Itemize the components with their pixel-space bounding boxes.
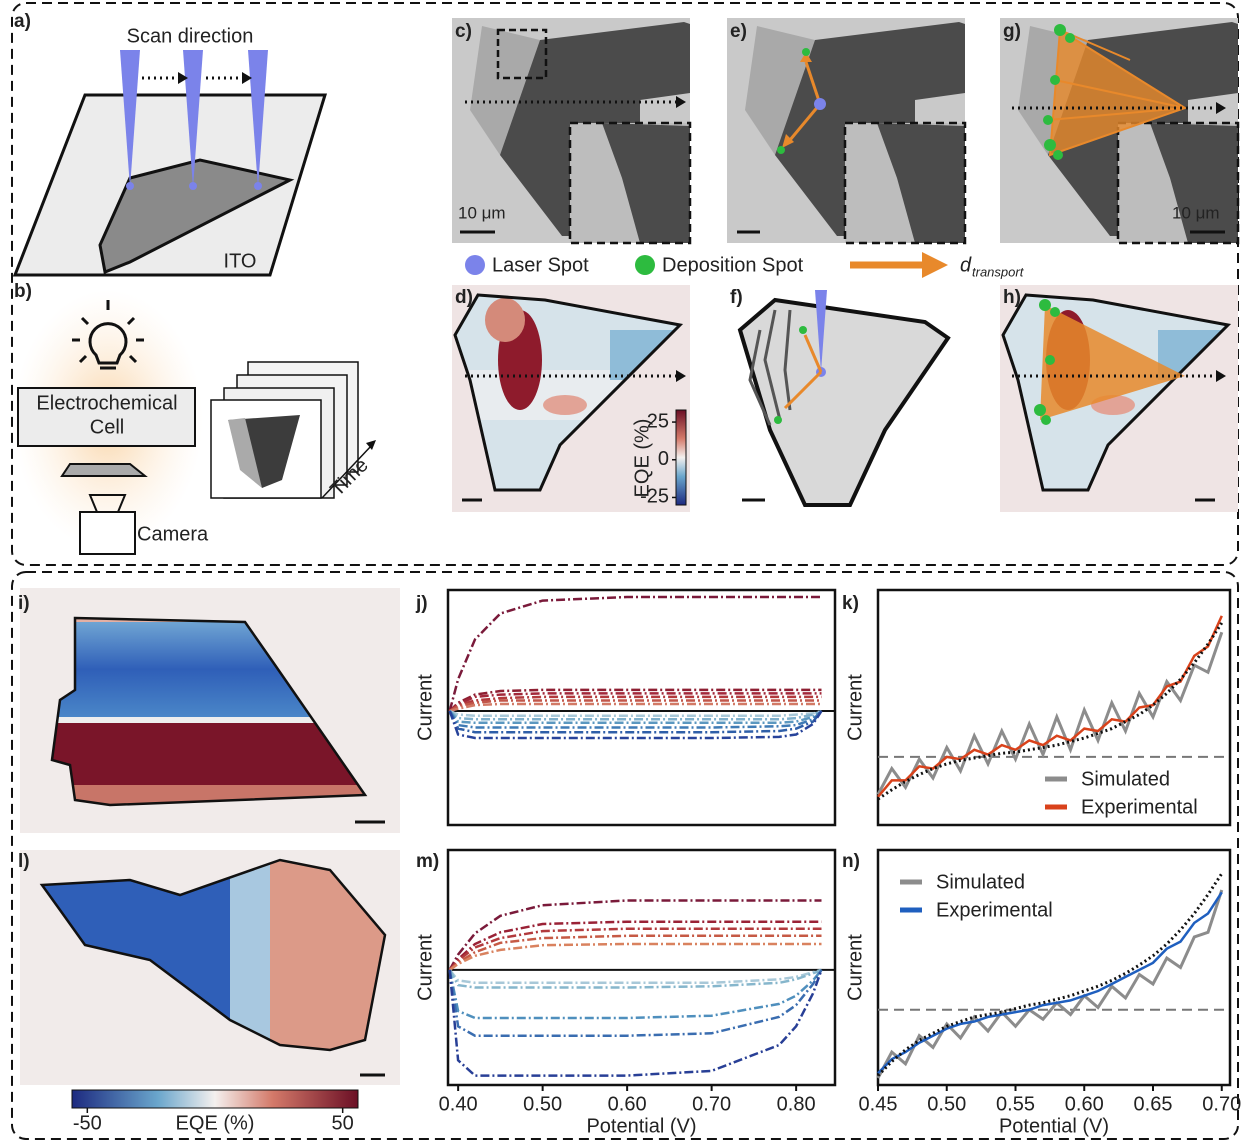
x-tick-label: 0.70 <box>1202 1093 1241 1115</box>
panel-label: l) <box>18 851 30 872</box>
legend-label: Deposition Spot <box>662 254 804 276</box>
panel-label: m) <box>416 851 439 872</box>
legend-label: Laser Spot <box>492 254 589 276</box>
panel-label: c) <box>455 21 472 42</box>
x-tick-label: 0.60 <box>1065 1093 1104 1115</box>
panel-label: k) <box>842 593 859 614</box>
x-tick-label: 0.50 <box>927 1093 966 1115</box>
legend-label: Simulated <box>936 871 1025 893</box>
legend-label: d <box>960 254 972 276</box>
camera-label: Camera <box>137 523 209 545</box>
scan-label: Scan direction <box>127 25 254 47</box>
cell-label: Electrochemical <box>36 392 177 414</box>
y-axis-label: Current <box>414 674 436 741</box>
figure: a) Scan direction ITO b) Electrochemical… <box>0 0 1243 1143</box>
x-tick-label: 0.70 <box>692 1093 731 1115</box>
scale-label: 10 μm <box>458 203 506 222</box>
legend-swatch <box>465 255 485 275</box>
colorbar-label: EQE (%) <box>176 1112 255 1134</box>
panel-label: j) <box>415 593 428 614</box>
cell-label: Cell <box>90 416 124 438</box>
x-tick-label: 0.45 <box>859 1093 898 1115</box>
scale-label: 10 μm <box>1172 203 1220 222</box>
plot-frame <box>448 850 835 1085</box>
panel-label: d) <box>455 287 473 308</box>
colorbar <box>72 1090 358 1108</box>
panel-label: e) <box>730 21 747 42</box>
x-tick-label: 0.60 <box>608 1093 647 1115</box>
panel-label: h) <box>1003 287 1021 308</box>
y-axis-label: Current <box>414 934 436 1001</box>
image-f <box>727 285 963 512</box>
image-d <box>450 285 690 512</box>
x-axis-label: Potential (V) <box>586 1115 696 1137</box>
x-axis-label: Potential (V) <box>999 1115 1109 1137</box>
image-l <box>20 850 400 1085</box>
plot-frame <box>878 590 1230 825</box>
panel-label: b) <box>14 281 32 302</box>
panel-label: f) <box>730 287 743 308</box>
legend-swatch <box>635 255 655 275</box>
y-axis-label: Current <box>844 674 866 741</box>
y-axis-label: Current <box>844 934 866 1001</box>
legend-label: Experimental <box>936 899 1053 921</box>
legend-label: Experimental <box>1081 796 1198 818</box>
legend-label: Simulated <box>1081 768 1170 790</box>
colorbar-tick-label: 0 <box>658 448 669 470</box>
image-i <box>20 588 400 833</box>
colorbar-tick-label: 25 <box>647 410 669 432</box>
schematic-b <box>13 290 376 554</box>
ito-label: ITO <box>224 250 257 272</box>
panel-label: i) <box>18 593 30 614</box>
x-tick-label: 0.65 <box>1134 1093 1173 1115</box>
schematic-a <box>15 50 325 275</box>
panel-label: a) <box>14 11 31 32</box>
colorbar-tick-label: -50 <box>73 1112 102 1134</box>
x-tick-label: 0.50 <box>523 1093 562 1115</box>
image-e <box>727 18 965 243</box>
colorbar-tick-label: -25 <box>640 486 669 508</box>
panel-label: g) <box>1003 21 1021 42</box>
colorbar-tick-label: 50 <box>332 1112 354 1134</box>
panel-label: n) <box>842 851 860 872</box>
x-tick-label: 0.40 <box>439 1093 478 1115</box>
plot-frame <box>448 590 835 825</box>
legend-swatch <box>922 252 948 278</box>
plot-frame <box>878 850 1230 1085</box>
x-tick-label: 0.80 <box>777 1093 816 1115</box>
image-h <box>998 285 1238 512</box>
x-tick-label: 0.55 <box>996 1093 1035 1115</box>
legend-label: transport <box>972 264 1025 279</box>
